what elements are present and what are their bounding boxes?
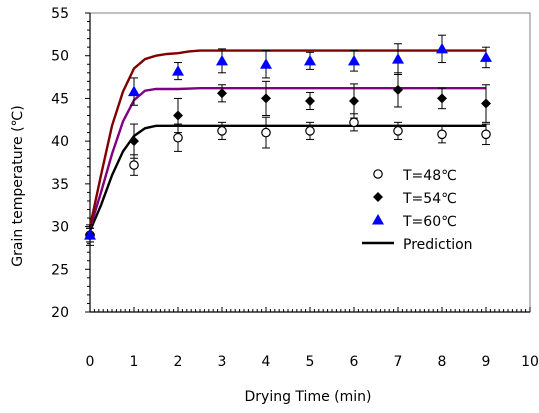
point-t60 [392,53,404,64]
y-tick-label: 20 [51,305,69,321]
point-t48 [173,132,183,143]
point-t54 [261,93,271,104]
point-t60 [304,54,316,66]
point-t48 [481,129,491,140]
point-t48 [437,129,447,140]
point-t48 [349,117,359,128]
y-tick-label: 35 [51,177,69,193]
point-t54 [393,84,403,95]
legend: T=48℃ T=54℃ T=60℃ Prediction [362,168,473,253]
point-t60 [216,54,228,66]
point-t60 [260,58,272,69]
point-t54 [129,136,139,147]
data-points [84,42,492,241]
point-t54 [349,95,359,106]
x-tick-label: 7 [394,354,403,370]
x-tick-label: 0 [86,354,95,370]
legend-label-t54: T=54℃ [402,191,457,207]
x-tick-label: 8 [438,354,447,370]
point-t60 [348,54,360,66]
legend-label-t60: T=60℃ [402,214,457,230]
point-t48 [261,127,271,138]
x-tick-label: 4 [262,354,271,370]
legend-marker-t60 [372,214,384,225]
point-t54 [217,88,227,99]
y-tick-label: 45 [51,91,69,107]
x-tick-label: 2 [174,354,183,370]
prediction-curve-2 [88,87,486,229]
point-t48 [217,126,227,136]
x-tick-label: 6 [350,354,359,370]
y-tick-label: 25 [51,262,69,278]
x-tick-label: 1 [130,354,139,370]
point-t60 [480,51,492,62]
point-t54 [305,95,315,106]
x-tick-label: 9 [482,354,491,370]
point-t54 [437,93,447,104]
y-tick-label: 50 [51,49,69,65]
x-tick-label: 5 [306,354,315,370]
point-t60 [84,229,96,240]
x-tick-label: 3 [218,354,227,370]
legend-marker-t54 [373,192,383,202]
point-t60 [172,65,184,76]
y-tick-label: 30 [51,220,69,236]
legend-label-t48: T=48℃ [402,168,457,184]
point-t48 [129,160,139,170]
point-t60 [128,85,140,97]
y-axis-title: Grain temperature (℃) [10,105,26,267]
x-tick-label: 10 [521,354,539,370]
y-tick-label: 40 [51,134,69,150]
point-t48 [305,126,315,136]
point-t54 [481,98,491,109]
point-t48 [393,126,403,136]
legend-marker-t48 [373,169,383,179]
point-t54 [173,110,183,121]
x-axis-title: Drying Time (min) [245,389,372,405]
point-t60 [436,42,448,54]
legend-label-prediction: Prediction [403,237,473,253]
y-tick-label: 55 [51,6,69,22]
